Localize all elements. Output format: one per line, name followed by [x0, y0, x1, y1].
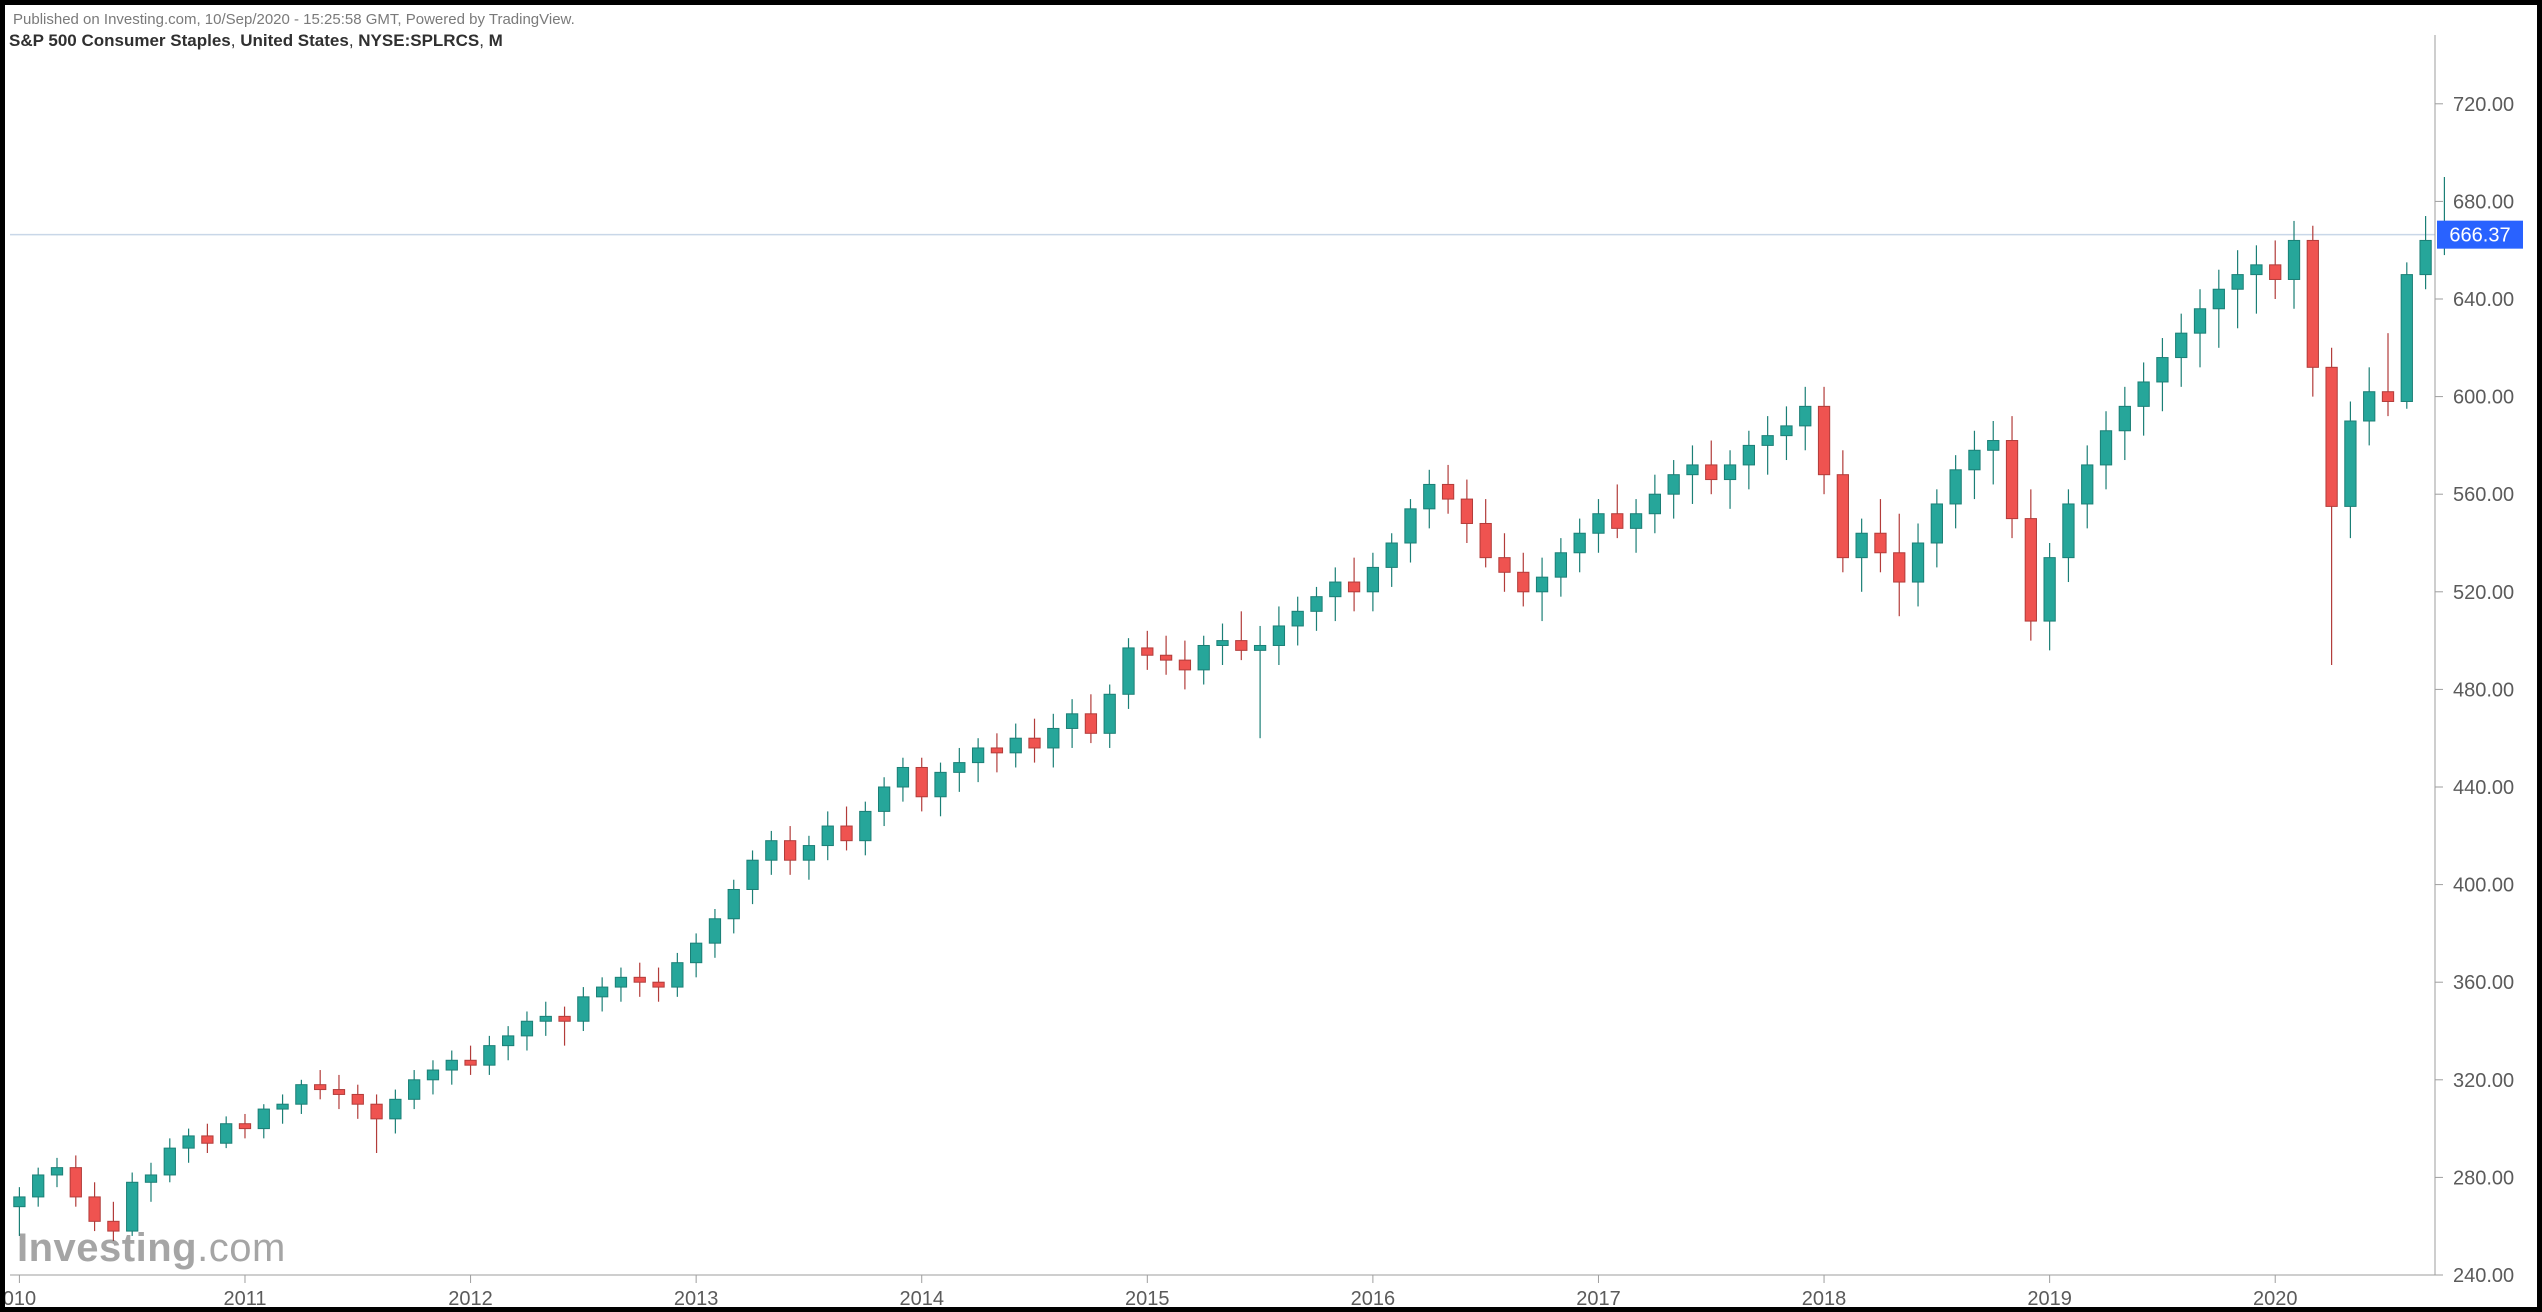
x-axis-label: 2018 — [1802, 1288, 1847, 1307]
x-axis-label: 2013 — [674, 1288, 719, 1307]
x-axis-label: 2017 — [1576, 1288, 1621, 1307]
y-axis-label: 440.00 — [2453, 777, 2514, 799]
x-axis-label: 2011 — [223, 1288, 266, 1307]
y-axis-label: 320.00 — [2453, 1070, 2514, 1092]
chart-frame: Published on Investing.com, 10/Sep/2020 … — [0, 0, 2542, 1312]
y-axis-label: 280.00 — [2453, 1167, 2514, 1189]
y-axis-label: 720.00 — [2453, 94, 2514, 116]
x-axis-label: 2015 — [1125, 1288, 1170, 1307]
watermark-bold: Investing — [17, 1226, 197, 1270]
investing-watermark: Investing.com — [17, 1226, 286, 1271]
x-axis-label: 2020 — [2253, 1288, 2298, 1307]
y-axis-label: 480.00 — [2453, 679, 2514, 701]
y-axis-label: 680.00 — [2453, 191, 2514, 213]
last-price-tag: 666.37 — [2449, 225, 2510, 247]
x-axis-label: 2014 — [899, 1288, 944, 1307]
x-axis-label: 2012 — [448, 1288, 493, 1307]
y-axis-label: 360.00 — [2453, 972, 2514, 994]
y-axis-label: 560.00 — [2453, 484, 2514, 506]
y-axis-label: 520.00 — [2453, 582, 2514, 604]
y-axis-label: 240.00 — [2453, 1265, 2514, 1287]
y-axis-label: 400.00 — [2453, 875, 2514, 897]
watermark-rest: .com — [197, 1226, 286, 1270]
y-axis-label: 640.00 — [2453, 289, 2514, 311]
x-axis-label: 2019 — [2027, 1288, 2072, 1307]
x-axis-label: 2016 — [1351, 1288, 1396, 1307]
y-axis-label: 600.00 — [2453, 387, 2514, 409]
candlestick-chart[interactable]: 240.00 280.00 320.00 360.00 400.00 440.00 480.… — [5, 5, 2537, 1307]
x-axis-label: 010 — [5, 1288, 36, 1307]
